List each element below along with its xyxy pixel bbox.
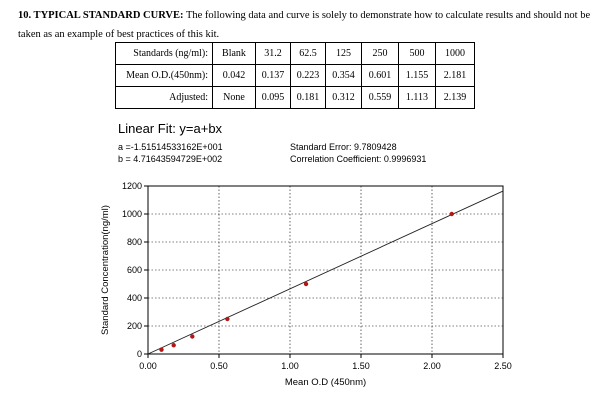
data-point — [303, 281, 309, 287]
axis-ticks: 0.00 0.50 1.00 1.50 2.00 2.50 0 200 400 600 800 100… — [122, 181, 512, 371]
fit-line-layer — [147, 190, 504, 355]
fit-correlation: Correlation Coefficient: 0.9996931 — [290, 154, 427, 164]
table-row: Adjusted: None 0.095 0.181 0.312 0.559 1… — [115, 86, 475, 109]
fit-standard-error: Standard Error: 9.7809428 — [290, 142, 397, 152]
x-tick-label: 1.50 — [352, 361, 370, 371]
y-tick-label: 0 — [137, 349, 142, 359]
y-tick-label: 800 — [127, 237, 142, 247]
standards-table: Standards (ng/ml): Blank 31.2 62.5 125 2… — [115, 42, 475, 109]
data-point — [225, 316, 230, 322]
x-tick-label: 2.00 — [423, 361, 441, 371]
x-tick-label: 0.50 — [210, 361, 228, 371]
y-tick-label: 400 — [127, 293, 142, 303]
fit-coefficient-a: a =-1.51514533162E+001 — [118, 142, 223, 152]
y-axis-label: Standard Concentration(ng/ml) — [100, 205, 111, 335]
y-tick-label: 1200 — [122, 181, 142, 191]
y-tick-label: 200 — [127, 321, 142, 331]
y-tick-label: 1000 — [122, 209, 142, 219]
x-tick-label: 1.00 — [281, 361, 299, 371]
data-points — [159, 211, 454, 352]
x-tick-label: 0.00 — [139, 361, 157, 371]
y-tick-label: 600 — [127, 265, 142, 275]
table-cell: 0.559 — [361, 86, 399, 109]
section-heading-title: 10. TYPICAL STANDARD CURVE: — [18, 10, 184, 21]
section-heading: 10. TYPICAL STANDARD CURVE: The followin… — [18, 6, 596, 44]
chart-grid — [147, 185, 504, 355]
data-point — [171, 343, 176, 348]
fit-title: Linear Fit: y=a+bx — [118, 121, 223, 136]
x-tick-label: 2.50 — [494, 361, 512, 371]
data-point — [190, 334, 195, 339]
fit-coefficient-b: b = 4.71643594729E+002 — [118, 154, 223, 164]
fit-line — [147, 190, 504, 355]
table-row: Mean O.D.(450nm): 0.042 0.137 0.223 0.35… — [115, 64, 475, 87]
table-cell: 2.139 — [435, 86, 475, 109]
data-point — [449, 211, 454, 217]
x-axis-label: Mean O.D (450nm) — [285, 377, 366, 388]
section-heading-text: The following data and curve is solely t… — [18, 10, 591, 40]
data-point — [159, 347, 164, 352]
